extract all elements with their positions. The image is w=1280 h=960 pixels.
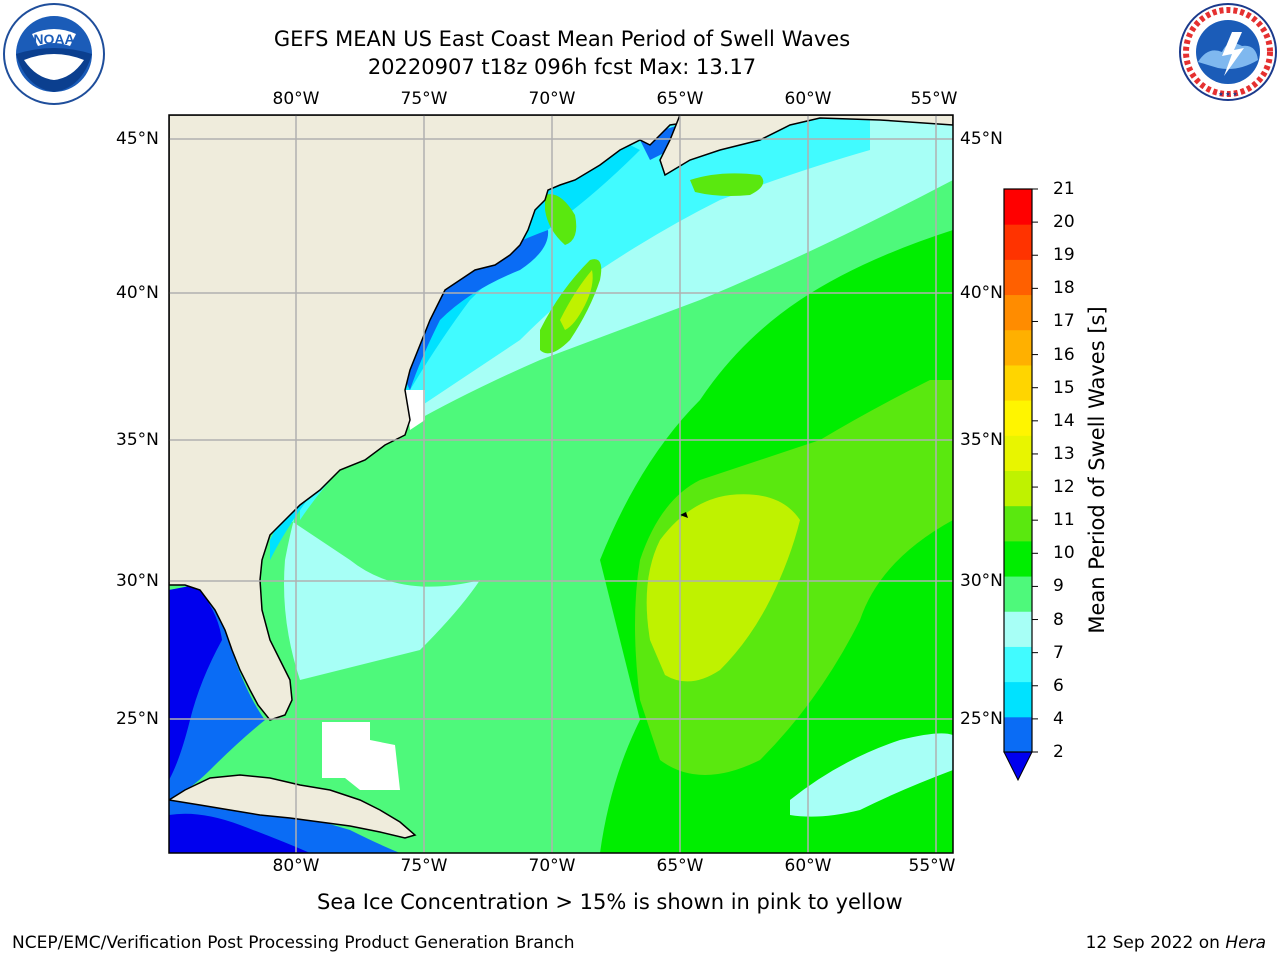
offshore-green-12 <box>635 380 953 775</box>
lat-label-left: 30°N <box>116 571 159 591</box>
colorbar-segment <box>1004 400 1032 436</box>
colorbar-tick-label: 11 <box>1053 510 1075 531</box>
southern-light-band <box>790 733 953 817</box>
chart-subtitle: 20220907 t18z 096h fcst Max: 13.17 <box>367 55 757 79</box>
nova-scotia-green <box>690 173 764 196</box>
colorbar-segment <box>1004 364 1032 401</box>
colorbar-tick-label: 2 <box>1053 742 1064 762</box>
colorbar-segment <box>1004 224 1032 260</box>
us-mainland <box>169 115 702 721</box>
grid-lines <box>169 115 953 853</box>
bermuda <box>680 512 688 518</box>
colorbar-segment <box>1004 329 1032 366</box>
cuba <box>169 774 417 839</box>
lon-label-bottom: 75°W <box>400 856 448 876</box>
colorbar-frame <box>1003 188 1033 753</box>
colorbar-tick-label: 4 <box>1053 708 1064 729</box>
colorbar-segment <box>1004 611 1032 647</box>
lon-label-bottom: 80°W <box>272 856 320 876</box>
lon-label-top: 70°W <box>528 89 576 109</box>
lat-label-left: 40°N <box>116 283 159 303</box>
lat-label-right: 45°N <box>960 129 1003 149</box>
lon-label-top: 65°W <box>656 89 704 109</box>
lon-label-bottom: 60°W <box>784 856 832 876</box>
cape-cod-green <box>545 194 577 245</box>
lon-label-top: 75°W <box>400 89 448 109</box>
colorbar <box>1004 188 1038 753</box>
colorbar-segment <box>1004 294 1032 331</box>
bahamas-nodata <box>322 722 400 790</box>
svg-text:★ ★ ★: ★ ★ ★ <box>1218 91 1237 98</box>
lat-label-right: 30°N <box>960 571 1003 591</box>
colorbar-segment <box>1004 505 1032 542</box>
gulf-deep-blue <box>169 585 222 780</box>
colorbar-tick-label: 14 <box>1053 410 1075 431</box>
colorbar-tick-label: 10 <box>1053 543 1075 564</box>
colorbar-segment <box>1004 435 1032 471</box>
colorbar-segment <box>1004 540 1032 577</box>
shelf-band-blue <box>405 230 549 390</box>
lon-label-top: 55°W <box>910 89 958 109</box>
svg-text:NOAA: NOAA <box>33 31 74 47</box>
nova-scotia <box>659 115 953 177</box>
lat-label-left: 35°N <box>116 430 159 450</box>
chart-title: GEFS MEAN US East Coast Mean Period of S… <box>273 27 851 51</box>
colorbar-tick-label: 21 <box>1053 179 1075 199</box>
colorbar-segment <box>1004 189 1032 225</box>
colorbar-under-triangle <box>1003 751 1033 782</box>
colorbar-segment <box>1004 681 1032 718</box>
colorbar-tick-label: 7 <box>1053 642 1064 663</box>
lon-label-bottom: 70°W <box>528 856 576 876</box>
lat-label-right: 40°N <box>960 283 1003 303</box>
footer-date: 12 Sep 2022 on Hera <box>1086 933 1266 953</box>
colorbar-tick-label: 20 <box>1053 212 1075 233</box>
colorbar-tick-label: 15 <box>1053 377 1075 398</box>
footer-date-text: 12 Sep 2022 on <box>1085 933 1226 953</box>
lat-label-right: 25°N <box>960 709 1003 729</box>
colorbar-tick-label: 18 <box>1053 278 1075 299</box>
shelf-band-aqua <box>270 130 640 560</box>
lon-label-bottom: 65°W <box>656 856 704 876</box>
colorbar-title: Mean Period of Swell Waves [s] <box>1085 306 1109 634</box>
colorbar-tick-label: 16 <box>1053 344 1075 365</box>
caribbean-deep <box>169 813 310 853</box>
max-region-yellow <box>646 494 800 682</box>
footer-host: Hera <box>1225 933 1266 953</box>
lon-label-top: 80°W <box>272 89 320 109</box>
lat-label-left: 45°N <box>116 129 159 149</box>
map-frame <box>168 114 954 854</box>
colorbar-tick-label: 19 <box>1053 245 1075 266</box>
noaa-logo: NOAA <box>3 3 105 105</box>
colorbar-tick-label: 9 <box>1053 576 1064 597</box>
shelf-band-light <box>284 115 953 680</box>
colorbar-tick-label: 13 <box>1053 443 1075 464</box>
georges-bank-yellow <box>560 270 593 330</box>
lat-label-left: 25°N <box>116 709 159 729</box>
colorbar-segment <box>1004 576 1032 612</box>
colorbar-segment <box>1004 646 1032 683</box>
colorbar-tick-label: 6 <box>1053 675 1064 696</box>
lon-label-top: 60°W <box>784 89 832 109</box>
colorbar-tick-label: 8 <box>1053 609 1064 630</box>
colorbar-segment <box>1004 259 1032 296</box>
colorbar-tick-label: 12 <box>1053 477 1075 498</box>
sea-ice-note: Sea Ice Concentration > 15% is shown in … <box>317 890 903 914</box>
colorbar-segment <box>1004 470 1032 507</box>
colorbar-tick-label: 17 <box>1053 311 1075 332</box>
lat-label-right: 35°N <box>960 430 1003 450</box>
colorbar-segment <box>1004 716 1032 753</box>
nws-logo: ★ ★ ★ <box>1179 3 1277 101</box>
footer-credit: NCEP/EMC/Verification Post Processing Pr… <box>12 933 575 953</box>
lon-label-bottom: 55°W <box>908 856 956 876</box>
